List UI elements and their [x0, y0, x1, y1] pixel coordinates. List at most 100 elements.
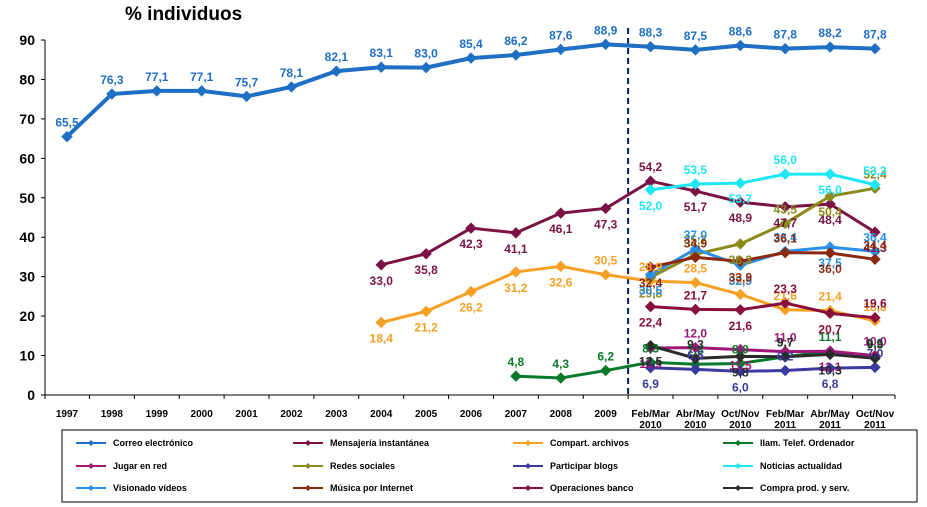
data-point-marker — [420, 248, 432, 260]
data-label: 88,6 — [729, 25, 753, 39]
data-label: 20,7 — [818, 322, 842, 336]
data-point-marker — [734, 39, 747, 52]
data-label: 19,6 — [863, 297, 887, 311]
legend-entry-label: Mensajería instantánea — [330, 438, 430, 448]
y-tick-label: 40 — [19, 229, 35, 245]
data-label: 56,0 — [818, 183, 842, 197]
x-tick-label: 2003 — [325, 409, 348, 420]
data-label: 26,2 — [459, 301, 483, 315]
data-point-marker — [779, 201, 791, 213]
data-label: 37,0 — [684, 228, 708, 242]
data-label: 29,8 — [639, 286, 663, 300]
data-point-marker — [869, 226, 881, 238]
series-line — [650, 301, 876, 320]
data-point-marker — [420, 305, 432, 318]
data-point-marker — [824, 41, 836, 53]
data-label: 4,3 — [552, 357, 569, 371]
data-point-marker — [869, 253, 881, 266]
x-tick-label: Abr/May — [676, 409, 716, 420]
data-label: 21,6 — [729, 319, 753, 333]
legend-swatch-marker — [735, 440, 741, 446]
legend-swatch-marker — [305, 485, 311, 491]
data-point-marker — [824, 198, 836, 210]
x-tick-label: 2010 — [684, 420, 707, 431]
data-point-marker — [599, 268, 612, 281]
legend-entry-label: Visionado vídeos — [113, 483, 187, 493]
legend-swatch-marker — [525, 485, 531, 491]
data-label: 12,0 — [684, 327, 708, 341]
data-point-marker — [644, 362, 657, 374]
data-point-marker — [644, 300, 657, 313]
legend-entry-label: Jugar en red — [113, 461, 167, 471]
data-label: 35,8 — [414, 263, 438, 277]
data-label: 32,9 — [729, 274, 753, 288]
data-point-marker — [644, 184, 657, 196]
data-point-marker — [869, 361, 881, 374]
data-point-marker — [734, 365, 747, 378]
data-label: 21,2 — [414, 320, 438, 334]
data-point-marker — [555, 372, 567, 384]
data-point-marker — [555, 43, 567, 56]
data-label: 78,1 — [280, 66, 304, 80]
data-label: 33,0 — [370, 274, 394, 288]
x-tick-label: 2011 — [774, 420, 796, 431]
x-tick-label: 2002 — [280, 409, 303, 420]
data-point-marker — [734, 255, 747, 267]
data-label: 12,5 — [639, 355, 663, 369]
legend-entry-label: Compart. archivos — [550, 438, 629, 448]
data-label: 6,2 — [777, 350, 794, 364]
data-label: 47,3 — [594, 217, 618, 231]
legend-swatch-marker — [305, 440, 311, 446]
data-label: 52,4 — [863, 167, 887, 181]
legend-entry-label: Música por Internet — [330, 483, 413, 493]
data-label: 32,4 — [639, 276, 663, 290]
data-point-marker — [824, 190, 836, 202]
data-point-marker — [689, 276, 702, 289]
data-label: 31,2 — [504, 281, 528, 295]
x-tick-label: Feb/Mar — [631, 409, 669, 420]
data-point-marker — [555, 260, 567, 273]
legend-swatch-marker — [525, 440, 531, 446]
data-point-marker — [644, 261, 657, 273]
x-tick-label: 2005 — [415, 409, 438, 420]
legend-swatch-marker — [88, 463, 94, 469]
data-point-marker — [240, 90, 253, 103]
series-line — [650, 346, 876, 358]
data-point-marker — [689, 178, 702, 190]
data-point-marker — [689, 185, 702, 197]
data-label: 10,0 — [863, 335, 887, 349]
data-point-marker — [285, 81, 298, 93]
data-point-marker — [375, 316, 387, 329]
data-point-marker — [689, 352, 702, 365]
data-label: 34,4 — [863, 238, 887, 252]
x-tick-label: 1997 — [56, 409, 79, 420]
chart-axes: 0 10 20 30 40 50 60 70 80 90 1997 1998 1999 2000 2001 2… — [19, 28, 896, 431]
legend-entry-label: Operaciones banco — [550, 483, 634, 493]
legend-entry-label: Compra prod. y serv. — [760, 483, 849, 493]
x-tick-label: 2011 — [864, 420, 886, 431]
chart-title: % individuos — [125, 4, 242, 25]
x-tick-label: Feb/Mar — [766, 409, 804, 420]
data-label: 6,2 — [597, 350, 614, 364]
data-label: 76,3 — [100, 73, 124, 87]
data-point-marker — [779, 42, 791, 55]
legend-swatch-marker — [305, 463, 311, 469]
data-point-marker — [61, 130, 73, 143]
data-point-marker — [734, 304, 747, 316]
data-labels: 65,5 76,3 77,1 77,1 75,7 78,1 82,1 83,1 83,0 85,4… — [55, 23, 887, 394]
data-label: 54,2 — [639, 160, 663, 174]
data-label: 18,4 — [370, 331, 394, 345]
series-line — [380, 179, 876, 267]
x-tick-label: 2009 — [595, 409, 618, 420]
data-label: 21,6 — [774, 289, 798, 303]
data-point-marker — [375, 259, 387, 271]
data-point-marker — [689, 303, 702, 316]
data-label: 33,9 — [729, 270, 753, 284]
data-label: 6,9 — [642, 377, 659, 391]
data-point-marker — [824, 362, 836, 374]
data-point-marker — [779, 364, 791, 377]
data-label: 52,0 — [639, 199, 663, 213]
data-point-marker — [510, 49, 522, 61]
data-label: 21,7 — [684, 288, 708, 302]
data-label: 6,0 — [732, 380, 749, 394]
